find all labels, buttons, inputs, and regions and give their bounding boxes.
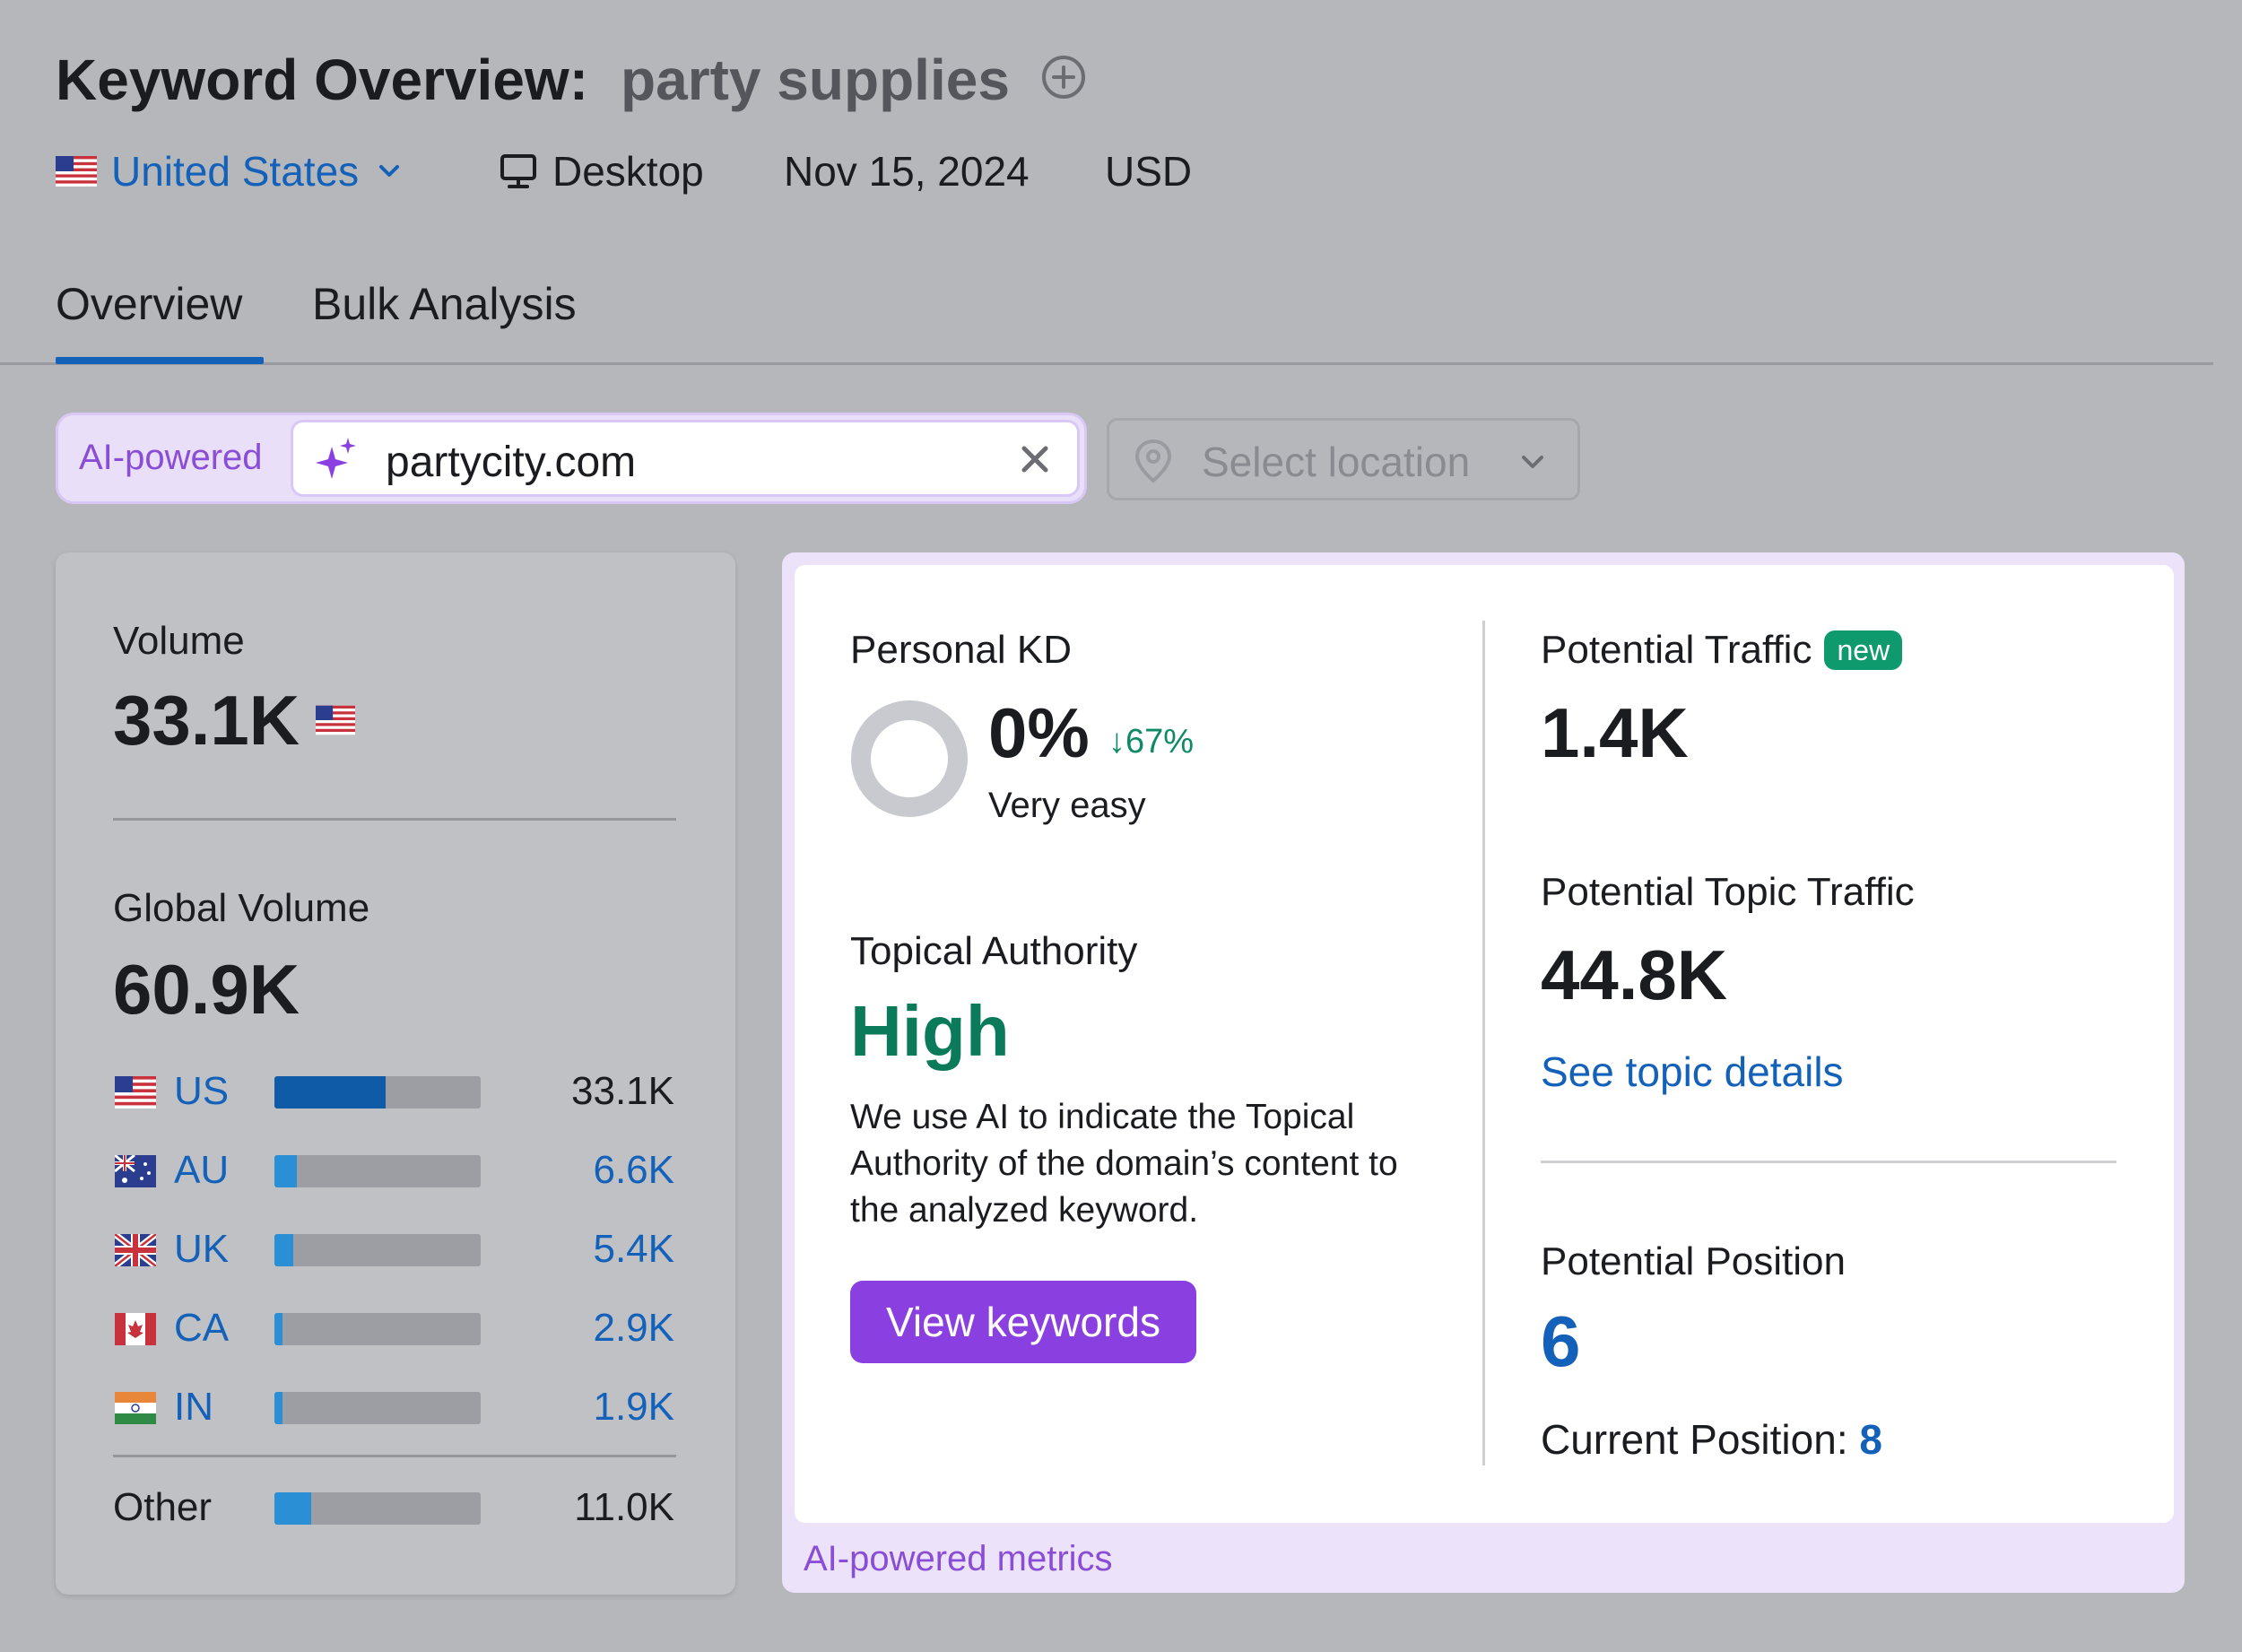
volume-bar-fill xyxy=(274,1076,387,1109)
volume-bar-other xyxy=(274,1492,481,1525)
us-flag-icon xyxy=(316,705,355,735)
country-volume-us: 33.1K xyxy=(571,1069,674,1113)
chevron-down-icon xyxy=(379,165,400,177)
location-select[interactable] xyxy=(1107,418,1580,500)
keyword-text: party supplies xyxy=(621,48,1010,112)
sparkle-icon xyxy=(316,438,356,479)
country-volume-ca[interactable]: 2.9K xyxy=(593,1306,674,1350)
view-keywords-button[interactable]: View keywords xyxy=(850,1281,1196,1363)
potential-traffic-header: Potential Traffic new xyxy=(1541,628,1903,673)
divider xyxy=(1541,1161,2116,1163)
us-flag-icon xyxy=(56,156,97,187)
other-volume: 11.0K xyxy=(574,1485,674,1529)
country-selector[interactable]: United States xyxy=(56,147,405,196)
potential-topic-traffic-value: 44.8K xyxy=(1541,935,1728,1014)
date-label: Nov 15, 2024 xyxy=(784,148,1030,195)
topical-authority-description: We use AI to indicate the Topical Author… xyxy=(850,1098,1398,1230)
volume-bar-us xyxy=(274,1076,481,1109)
divider xyxy=(1482,621,1485,1465)
see-topic-details-link[interactable]: See topic details xyxy=(1541,1048,1844,1095)
volume-bar-fill xyxy=(274,1313,283,1345)
volume-bar-fill xyxy=(274,1234,293,1266)
country-code-us[interactable]: US xyxy=(174,1069,230,1113)
current-position-label: Current Position: xyxy=(1541,1416,1848,1463)
personal-kd-label: Personal KD xyxy=(850,628,1073,672)
add-keyword-icon[interactable] xyxy=(1040,54,1087,100)
topical-authority-value: High xyxy=(850,991,1010,1071)
volume-bar-fill xyxy=(274,1392,283,1424)
country-label: United States xyxy=(111,148,360,195)
kd-change: ↓67% xyxy=(1108,723,1195,761)
ai-metrics-label: AI-powered metrics xyxy=(804,1539,1113,1578)
divider xyxy=(113,1455,676,1457)
potential-traffic-value: 1.4K xyxy=(1541,693,1689,772)
potential-position-label: Potential Position xyxy=(1541,1239,1846,1283)
ai-powered-label: AI-powered xyxy=(79,438,263,477)
device-info: Desktop xyxy=(499,147,704,196)
domain-input[interactable] xyxy=(291,420,1080,497)
domain-input-value[interactable]: partycity.com xyxy=(386,439,637,486)
other-label: Other xyxy=(113,1485,213,1529)
au-flag-icon xyxy=(115,1155,156,1187)
global-volume-value: 60.9K xyxy=(113,950,300,1029)
volume-label: Volume xyxy=(113,619,245,663)
volume-bar-au xyxy=(274,1155,481,1187)
global-volume-label: Global Volume xyxy=(113,886,370,930)
potential-traffic-label: Potential Traffic xyxy=(1541,628,1812,672)
uk-flag-icon xyxy=(115,1234,156,1266)
us-flag-icon xyxy=(115,1076,156,1109)
kd-difficulty: Very easy xyxy=(988,786,1146,825)
close-icon[interactable] xyxy=(1015,439,1055,479)
volume-bar-ca xyxy=(274,1313,481,1345)
potential-position-value: 6 xyxy=(1541,1301,1581,1381)
country-volume-uk[interactable]: 5.4K xyxy=(593,1227,674,1271)
country-code-ca[interactable]: CA xyxy=(174,1306,230,1350)
volume-value: 33.1K xyxy=(113,681,300,760)
country-code-au[interactable]: AU xyxy=(174,1148,230,1192)
tabs-divider xyxy=(0,362,2213,365)
divider xyxy=(113,818,676,821)
currency-label: USD xyxy=(1105,148,1193,195)
current-position-value[interactable]: 8 xyxy=(1859,1416,1882,1463)
in-flag-icon xyxy=(115,1392,156,1424)
tab-bulk-analysis[interactable]: Bulk Analysis xyxy=(312,279,577,329)
device-label: Desktop xyxy=(552,148,704,195)
country-code-uk[interactable]: UK xyxy=(174,1227,230,1271)
volume-bar-in xyxy=(274,1392,481,1424)
current-position: Current Position: 8 xyxy=(1541,1415,1882,1464)
location-pin-icon xyxy=(1134,439,1172,483)
kd-donut-chart xyxy=(851,700,968,817)
active-tab-indicator xyxy=(56,357,264,364)
desktop-icon xyxy=(500,154,536,188)
country-volume-au[interactable]: 6.6K xyxy=(593,1148,674,1192)
topical-authority-label: Topical Authority xyxy=(850,929,1138,973)
country-volume-in[interactable]: 1.9K xyxy=(593,1385,674,1429)
country-code-in[interactable]: IN xyxy=(174,1385,213,1429)
chevron-down-icon xyxy=(1522,456,1543,468)
ca-flag-icon xyxy=(115,1313,156,1345)
volume-bar-uk xyxy=(274,1234,481,1266)
volume-bar-fill xyxy=(274,1492,312,1525)
volume-bar-fill xyxy=(274,1155,298,1187)
potential-topic-traffic-label: Potential Topic Traffic xyxy=(1541,870,1915,914)
location-placeholder[interactable]: Select location xyxy=(1202,439,1471,485)
personal-kd-value: 0% xyxy=(988,693,1090,772)
page-title: Keyword Overview: xyxy=(56,48,588,112)
tab-overview[interactable]: Overview xyxy=(56,279,243,329)
new-badge: new xyxy=(1824,630,1903,670)
